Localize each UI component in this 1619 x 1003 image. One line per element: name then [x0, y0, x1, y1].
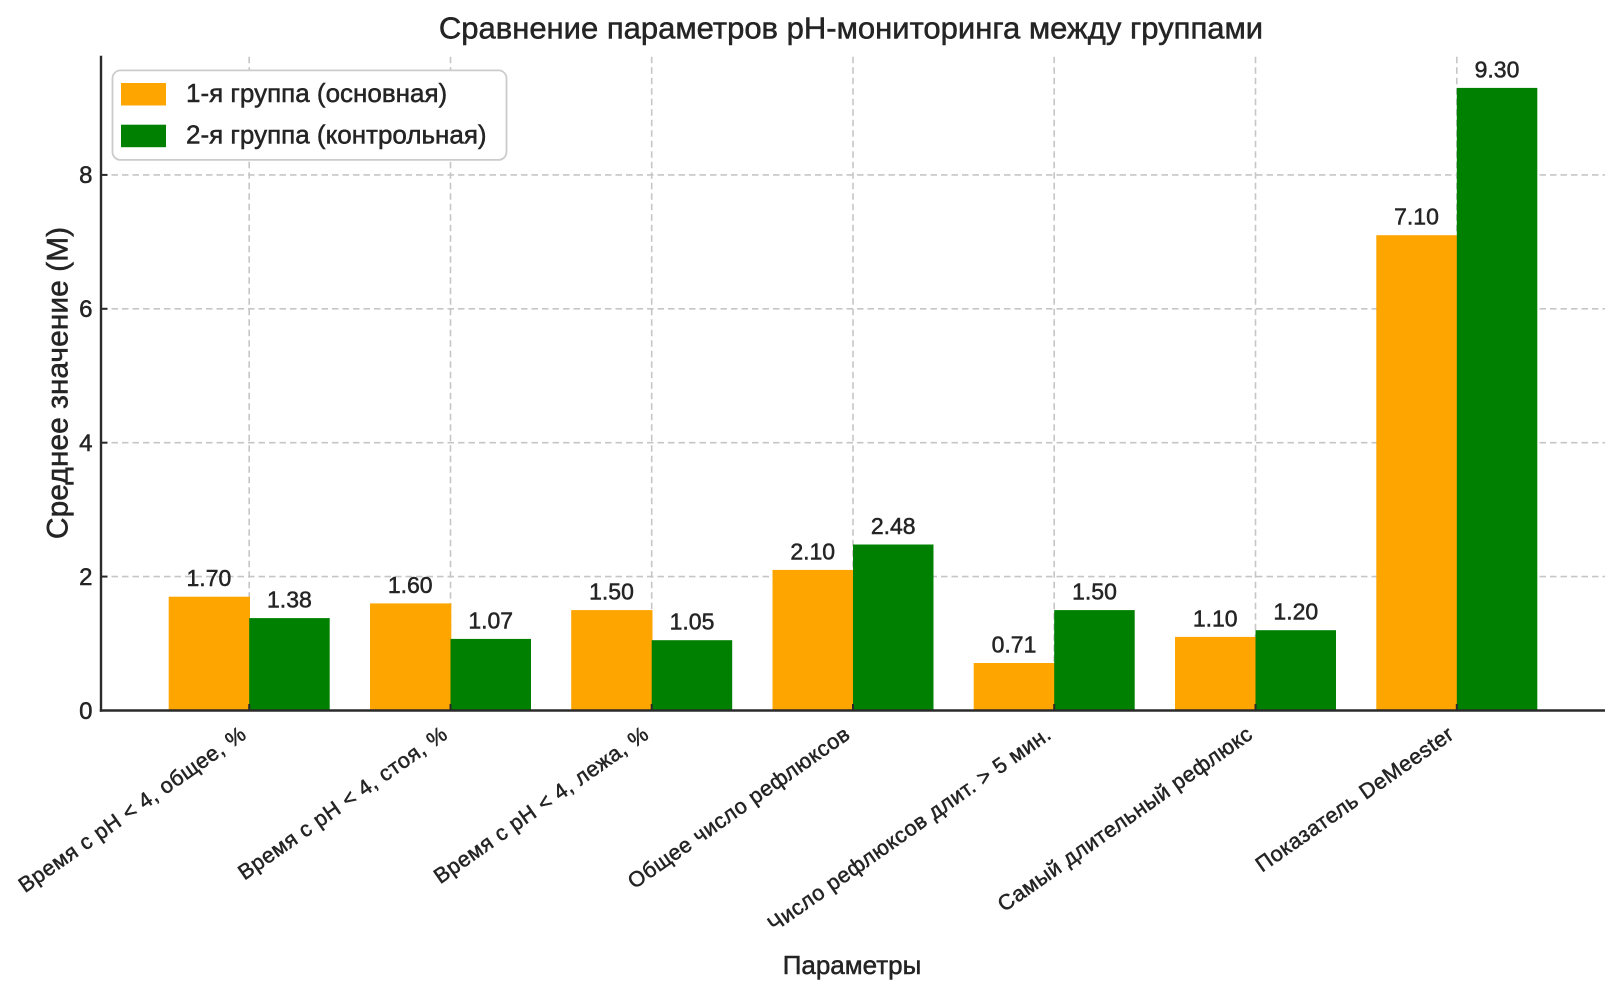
svg-text:1.70: 1.70	[187, 565, 232, 591]
svg-text:Параметры: Параметры	[783, 950, 922, 980]
svg-text:1.05: 1.05	[670, 609, 715, 635]
svg-text:2-я группа (контрольная): 2-я группа (контрольная)	[186, 120, 487, 150]
svg-text:1.50: 1.50	[589, 579, 634, 605]
svg-text:1.07: 1.07	[468, 607, 513, 633]
svg-text:1.10: 1.10	[1193, 605, 1238, 631]
svg-text:0: 0	[79, 698, 92, 725]
svg-text:2: 2	[79, 564, 92, 591]
svg-text:1.60: 1.60	[388, 572, 433, 598]
svg-text:1.20: 1.20	[1273, 599, 1318, 625]
svg-text:8: 8	[79, 162, 92, 189]
svg-text:Среднее значение (М): Среднее значение (М)	[42, 227, 75, 539]
svg-text:Сравнение параметров pH-монито: Сравнение параметров pH-мониторинга межд…	[439, 11, 1263, 46]
svg-text:0.71: 0.71	[992, 632, 1037, 658]
svg-text:4: 4	[79, 430, 92, 457]
svg-text:7.10: 7.10	[1394, 204, 1439, 230]
svg-text:2.48: 2.48	[871, 513, 916, 539]
svg-text:9.30: 9.30	[1475, 56, 1520, 82]
svg-text:2.10: 2.10	[790, 538, 835, 564]
svg-text:6: 6	[79, 296, 92, 323]
svg-text:1.38: 1.38	[267, 587, 312, 613]
svg-text:1-я группа (основная): 1-я группа (основная)	[186, 78, 447, 108]
svg-text:1.50: 1.50	[1072, 579, 1117, 605]
